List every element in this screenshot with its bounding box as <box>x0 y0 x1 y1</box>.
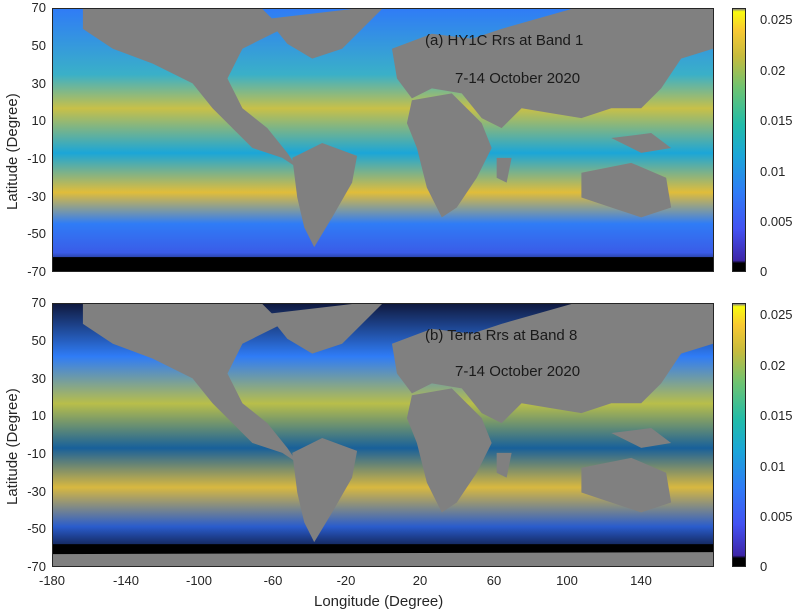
y-axis-label-a: Latitude (Degree) <box>4 93 21 210</box>
ytick: -10 <box>27 151 46 166</box>
xtick: -100 <box>185 573 213 588</box>
panel-a-date: 7-14 October 2020 <box>455 70 581 87</box>
colorbar-tick: 0.02 <box>760 63 786 78</box>
panel-b-date: 7-14 October 2020 <box>455 363 581 380</box>
colorbar-tick: 0.005 <box>760 509 793 524</box>
ytick: 50 <box>31 333 46 348</box>
colorbar-tick: 0.025 <box>760 307 793 322</box>
xtick: 20 <box>412 573 428 588</box>
rrs-map-a <box>53 9 713 271</box>
xtick: -140 <box>112 573 140 588</box>
colorbar-b <box>732 303 746 567</box>
ytick: 30 <box>31 371 46 386</box>
xtick: -180 <box>38 573 66 588</box>
colorbar-tick: 0.025 <box>760 12 793 27</box>
y-axis-label-b: Latitude (Degree) <box>4 388 21 505</box>
land-masses <box>53 304 713 566</box>
ytick: 70 <box>31 0 46 15</box>
xtick: 140 <box>630 573 652 588</box>
colorbar-tick: 0.005 <box>760 214 793 229</box>
ytick: 10 <box>31 113 46 128</box>
xtick: -60 <box>263 573 283 588</box>
panel-b-title: (b) Terra Rrs at Band 8 <box>425 327 578 344</box>
ytick: -30 <box>27 189 46 204</box>
ytick: 10 <box>31 408 46 423</box>
xtick: 60 <box>486 573 502 588</box>
map-panel-a <box>52 8 714 272</box>
colorbar-tick: 0.015 <box>760 408 793 423</box>
colorbar-tick: 0.015 <box>760 113 793 128</box>
ytick: -30 <box>27 484 46 499</box>
nodata-band <box>53 257 713 271</box>
xtick: -20 <box>336 573 356 588</box>
ytick: 50 <box>31 38 46 53</box>
rrs-map-b <box>53 304 713 566</box>
ytick: -50 <box>27 226 46 241</box>
colorbar-tick: 0.02 <box>760 358 786 373</box>
ytick: -70 <box>27 559 46 574</box>
colorbar-tick: 0 <box>760 559 768 574</box>
xtick: 100 <box>556 573 578 588</box>
ytick: -50 <box>27 521 46 536</box>
x-axis-label: Longitude (Degree) <box>314 593 444 610</box>
land-masses <box>82 9 713 248</box>
colorbar-tick: 0.01 <box>760 164 786 179</box>
map-panel-b <box>52 303 714 567</box>
ytick: -70 <box>27 264 46 279</box>
colorbar-a <box>732 8 746 272</box>
ytick: -10 <box>27 446 46 461</box>
panel-a-title: (a) HY1C Rrs at Band 1 <box>425 32 584 49</box>
ytick: 70 <box>31 295 46 310</box>
ytick: 30 <box>31 76 46 91</box>
colorbar-tick: 0 <box>760 264 768 279</box>
colorbar-tick: 0.01 <box>760 459 786 474</box>
